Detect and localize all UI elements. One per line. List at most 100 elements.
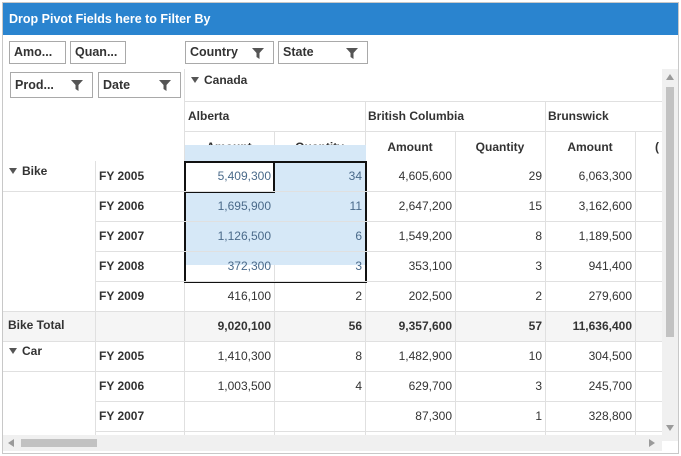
grid-row-line — [3, 371, 662, 372]
value-cell[interactable]: 372,300 — [227, 259, 271, 273]
column-field-country-chip[interactable]: Country — [185, 41, 274, 64]
value-cell[interactable] — [184, 409, 274, 427]
value-cell[interactable]: 202,500 — [408, 289, 452, 303]
column-header-state[interactable]: Brunswick — [548, 109, 609, 123]
grid-column-line — [455, 131, 456, 441]
filter-drop-area[interactable]: Drop Pivot Fields here to Filter By — [3, 3, 678, 35]
value-cell[interactable]: 1,695,900 — [217, 199, 271, 213]
grid-row-line — [184, 101, 662, 102]
caret-down-icon[interactable] — [9, 348, 17, 354]
value-cell[interactable]: 11 — [349, 199, 362, 213]
scroll-left-icon[interactable] — [8, 439, 14, 447]
value-cell[interactable]: 2 — [355, 289, 362, 303]
row-header-product[interactable]: Bike — [9, 164, 89, 182]
scroll-right-icon[interactable] — [649, 439, 655, 447]
funnel-icon[interactable] — [71, 80, 83, 91]
value-cell[interactable]: 4 — [355, 379, 362, 393]
value-cell[interactable]: 1 — [535, 409, 542, 423]
total-row-background — [3, 311, 662, 341]
active-cell[interactable] — [184, 161, 275, 193]
value-cell[interactable]: 15 — [528, 199, 542, 213]
grid-row-line — [95, 401, 662, 402]
value-cell[interactable]: 87,300 — [415, 409, 452, 423]
horizontal-scroll-thumb[interactable] — [21, 439, 97, 447]
value-cell[interactable]: 57 — [528, 319, 542, 333]
column-header-measure[interactable]: Quantity — [475, 140, 525, 154]
value-cell[interactable]: 1,549,200 — [398, 229, 452, 243]
value-cell[interactable]: 279,600 — [588, 289, 632, 303]
value-cell[interactable]: 1,003,500 — [217, 379, 271, 393]
horizontal-scrollbar[interactable] — [3, 435, 662, 451]
caret-down-icon[interactable] — [191, 77, 199, 83]
value-cell[interactable]: 9,020,100 — [217, 319, 271, 333]
value-cell[interactable]: 9,357,600 — [398, 319, 452, 333]
vertical-scroll-thumb[interactable] — [666, 87, 674, 337]
data-field-amount-chip[interactable]: Amo... — [9, 41, 66, 64]
row-field-product-label: Prod... — [15, 78, 54, 92]
column-header-measure[interactable]: Amount — [567, 140, 613, 154]
value-cell[interactable]: 941,400 — [588, 259, 632, 273]
row-header-year[interactable]: FY 2006 — [99, 199, 145, 213]
selection-border — [184, 161, 367, 283]
funnel-icon[interactable] — [159, 80, 171, 91]
row-header-year[interactable]: FY 2005 — [99, 169, 145, 183]
funnel-icon[interactable] — [252, 48, 264, 59]
row-header-year[interactable]: FY 2005 — [99, 349, 145, 363]
row-field-product-chip[interactable]: Prod... — [10, 72, 93, 98]
value-cell[interactable]: 6,063,300 — [578, 169, 632, 183]
row-header-product[interactable]: Car — [9, 344, 89, 362]
scroll-down-icon[interactable] — [666, 425, 674, 431]
value-cell[interactable]: 3,162,600 — [578, 199, 632, 213]
column-header-measure[interactable]: Amount — [387, 140, 433, 154]
value-cell[interactable]: 4,605,600 — [398, 169, 452, 183]
grid-row-line — [3, 191, 662, 192]
row-header-total[interactable]: Bike Total — [8, 318, 65, 332]
column-field-state-chip[interactable]: State — [278, 41, 368, 64]
column-header-canada[interactable]: Canada — [191, 73, 391, 93]
row-header-year[interactable]: FY 2008 — [99, 259, 145, 273]
value-cell[interactable]: 34 — [348, 169, 362, 183]
caret-down-icon[interactable] — [9, 168, 17, 174]
value-cell[interactable]: 1,482,900 — [398, 349, 452, 363]
value-cell[interactable]: 2 — [535, 289, 542, 303]
column-field-state-label: State — [283, 45, 314, 59]
value-cell[interactable]: 629,700 — [408, 379, 452, 393]
value-cell[interactable]: 3 — [535, 379, 542, 393]
row-header-year[interactable]: FY 2007 — [99, 409, 145, 423]
value-cell[interactable]: 328,800 — [588, 409, 632, 423]
value-cell[interactable]: 1,126,500 — [217, 229, 271, 243]
value-cell[interactable]: 245,700 — [588, 379, 632, 393]
column-header-state[interactable]: British Columbia — [368, 109, 465, 123]
value-cell[interactable]: 1,410,300 — [217, 349, 271, 363]
value-cell[interactable] — [274, 409, 365, 427]
scroll-up-icon[interactable] — [666, 74, 674, 80]
column-header-state[interactable]: Alberta — [188, 109, 230, 123]
data-field-amount-label: Amo... — [14, 45, 53, 59]
value-cell[interactable]: 304,500 — [588, 349, 632, 363]
value-cell[interactable]: 5,409,300 — [217, 169, 271, 183]
value-cell[interactable]: 3 — [355, 259, 362, 273]
value-cell[interactable]: 10 — [528, 349, 542, 363]
value-cell[interactable]: 8 — [355, 349, 362, 363]
row-header-year[interactable]: FY 2009 — [99, 289, 145, 303]
grid-row-line — [95, 251, 662, 252]
value-cell[interactable]: 6 — [355, 229, 362, 243]
data-field-quantity-label: Quan... — [75, 45, 118, 59]
funnel-icon[interactable] — [346, 48, 358, 59]
row-field-date-chip[interactable]: Date — [98, 72, 181, 98]
grid-row-line — [184, 131, 662, 132]
vertical-scrollbar[interactable] — [662, 69, 678, 441]
value-cell[interactable]: 2,647,200 — [398, 199, 452, 213]
value-cell[interactable]: 353,100 — [408, 259, 452, 273]
row-header-year[interactable]: FY 2006 — [99, 379, 145, 393]
value-cell[interactable]: 11,636,400 — [572, 319, 632, 333]
value-cell[interactable]: 29 — [528, 169, 542, 183]
value-cell[interactable]: 3 — [535, 259, 542, 273]
value-cell[interactable]: 56 — [348, 319, 362, 333]
row-header-year[interactable]: FY 2007 — [99, 229, 145, 243]
value-cell[interactable]: 416,100 — [227, 289, 271, 303]
value-cell[interactable]: 1,189,500 — [578, 229, 632, 243]
data-field-quantity-chip[interactable]: Quan... — [70, 41, 126, 64]
value-cell[interactable]: 8 — [535, 229, 542, 243]
